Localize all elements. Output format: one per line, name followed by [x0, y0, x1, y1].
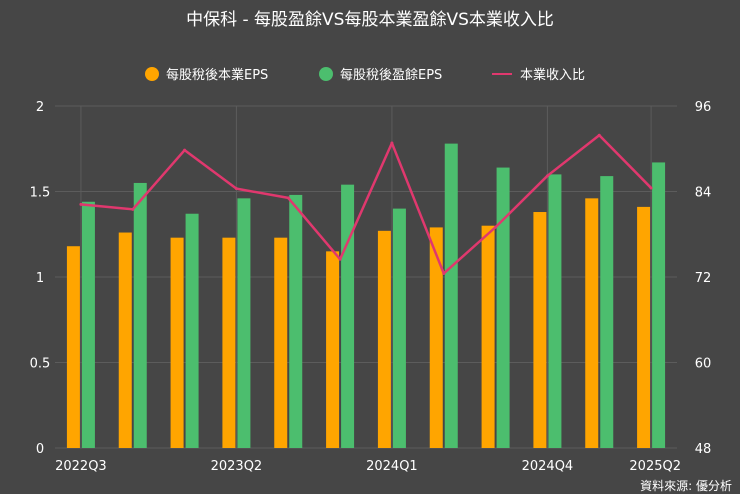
bar-eps-2023Q1 — [185, 213, 199, 448]
bar-core-eps-2024Q2 — [429, 227, 443, 448]
x-tick-label: 2024Q1 — [366, 459, 418, 474]
x-tick-label: 2025Q2 — [629, 459, 681, 474]
source-note: 資料來源: 優分析 — [640, 479, 732, 493]
bar-core-eps-2025Q1 — [585, 198, 599, 448]
bar-core-eps-2023Q2 — [222, 237, 236, 448]
bar-core-eps-2024Q3 — [481, 225, 495, 448]
grid — [55, 105, 677, 449]
bar-core-eps-2024Q4 — [533, 212, 547, 448]
y-left-tick-label: 1 — [36, 271, 44, 286]
ratio-point-2024Q4 — [545, 174, 549, 178]
y-left-tick-label: 0 — [36, 442, 44, 457]
legend-label-core-eps: 每股稅後本業EPS — [166, 67, 268, 83]
bar-eps-2024Q4 — [548, 174, 562, 448]
chart-title: 中保科 - 每股盈餘VS每股本業盈餘VS本業收入比 — [186, 10, 554, 30]
ratio-point-2023Q2 — [234, 187, 238, 191]
x-tick-label: 2023Q2 — [211, 459, 263, 474]
y-left-tick-label: 2 — [36, 100, 44, 115]
y-left-tick-label: 1.5 — [30, 186, 51, 201]
y-right-tick-label: 84 — [695, 186, 712, 201]
x-tick-label: 2022Q3 — [55, 459, 107, 474]
ratio-point-2024Q3 — [494, 225, 498, 229]
bar-eps-2022Q4 — [133, 182, 147, 448]
ratio-point-2022Q4 — [131, 207, 135, 211]
ratio-line-path — [80, 133, 652, 275]
bar-core-eps-2024Q1 — [377, 230, 391, 448]
legend-marker-eps — [319, 67, 333, 81]
bar-eps-2025Q2 — [652, 162, 666, 448]
y-right-tick-label: 96 — [695, 100, 712, 115]
legend: 每股稅後本業EPS 每股稅後盈餘EPS 本業收入比 — [145, 67, 585, 83]
bar-eps-2024Q3 — [496, 167, 510, 448]
bar-core-eps-2023Q1 — [170, 237, 184, 448]
ratio-line — [79, 133, 653, 275]
ratio-point-2022Q3 — [79, 202, 83, 206]
legend-marker-core-eps — [145, 67, 159, 81]
ratio-point-2025Q1 — [597, 133, 601, 137]
bar-eps-2025Q1 — [600, 176, 614, 449]
y-left-tick-label: 0.5 — [30, 357, 51, 372]
bar-core-eps-2022Q3 — [66, 246, 80, 448]
bar-eps-2023Q4 — [341, 184, 355, 448]
bars — [66, 143, 666, 449]
bar-core-eps-2025Q2 — [637, 206, 651, 448]
x-tick-label: 2024Q4 — [522, 459, 574, 474]
legend-label-ratio: 本業收入比 — [520, 67, 585, 83]
bar-core-eps-2023Q3 — [274, 237, 288, 448]
ratio-point-2023Q4 — [338, 257, 342, 261]
y-right-tick-label: 60 — [695, 357, 712, 372]
ratio-point-2023Q3 — [286, 196, 290, 200]
bar-core-eps-2023Q4 — [326, 251, 340, 448]
ratio-point-2025Q2 — [649, 186, 653, 190]
bar-eps-2023Q2 — [237, 198, 251, 448]
ratio-point-2024Q1 — [390, 141, 394, 145]
y-right-tick-label: 72 — [695, 271, 712, 286]
bar-eps-2022Q3 — [81, 201, 95, 448]
ratio-point-2023Q1 — [183, 148, 187, 152]
ratio-point-2024Q2 — [442, 271, 446, 275]
axes: 0 0.5 1 1.5 2 48 60 72 84 96 2022Q3 2023Q2 2024Q1 202… — [30, 100, 712, 474]
bar-eps-2024Q1 — [392, 208, 406, 448]
bar-core-eps-2022Q4 — [118, 232, 132, 448]
bar-eps-2024Q2 — [444, 143, 458, 448]
y-right-tick-label: 48 — [695, 442, 712, 457]
bar-eps-2023Q3 — [289, 194, 303, 448]
legend-label-eps: 每股稅後盈餘EPS — [340, 67, 442, 83]
